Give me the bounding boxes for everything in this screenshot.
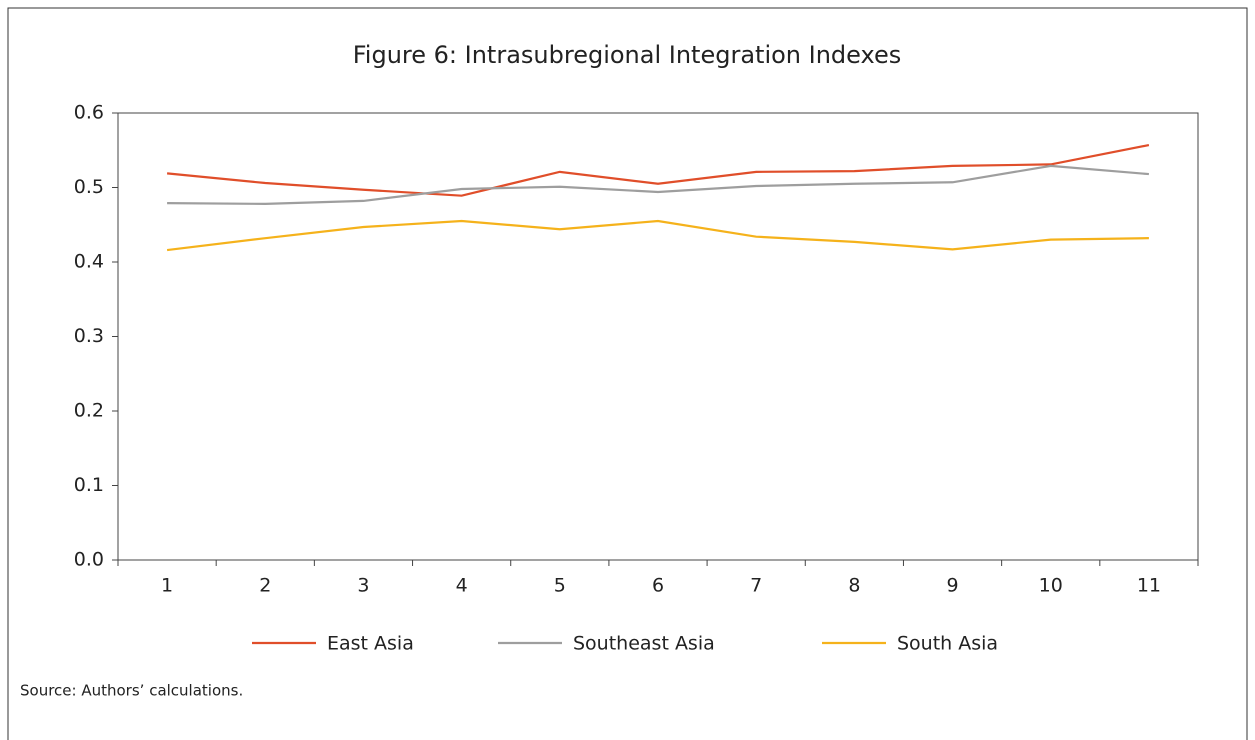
legend-label: South Asia — [897, 633, 998, 655]
source: Source: Authors’ calculations. — [20, 682, 243, 700]
x-tick-label: 10 — [1039, 575, 1063, 597]
chart-title: Figure 6: Intrasubregional Integration I… — [353, 41, 902, 69]
x-tick-label: 8 — [848, 575, 860, 597]
y-tick-label: 0.0 — [74, 549, 104, 571]
y-tick-label: 0.4 — [74, 251, 104, 273]
y-tick-label: 0.1 — [74, 474, 104, 496]
y-tick-label: 0.5 — [74, 176, 104, 198]
legend-label: East Asia — [327, 633, 414, 655]
y-tick-label: 0.2 — [74, 400, 104, 422]
x-tick-label: 11 — [1137, 575, 1161, 597]
y-tick-label: 0.6 — [74, 102, 104, 124]
series-line — [167, 164, 1150, 205]
series-line — [166, 143, 1150, 197]
frame — [7, 7, 1248, 740]
x-tick-label: 4 — [456, 575, 468, 597]
plot-area — [117, 112, 1199, 561]
legend-label: Southeast Asia — [573, 633, 715, 655]
x-tick-label: 3 — [357, 575, 369, 597]
x-tick-label: 1 — [161, 575, 173, 597]
x-tick-label: 2 — [259, 575, 271, 597]
x-tick-label: 7 — [750, 575, 762, 597]
x-tick-label: 9 — [946, 575, 958, 597]
series-line — [166, 219, 1149, 252]
x-tick-label: 5 — [554, 575, 566, 597]
x-tick-label: 6 — [652, 575, 664, 597]
y-tick-label: 0.3 — [74, 325, 104, 347]
